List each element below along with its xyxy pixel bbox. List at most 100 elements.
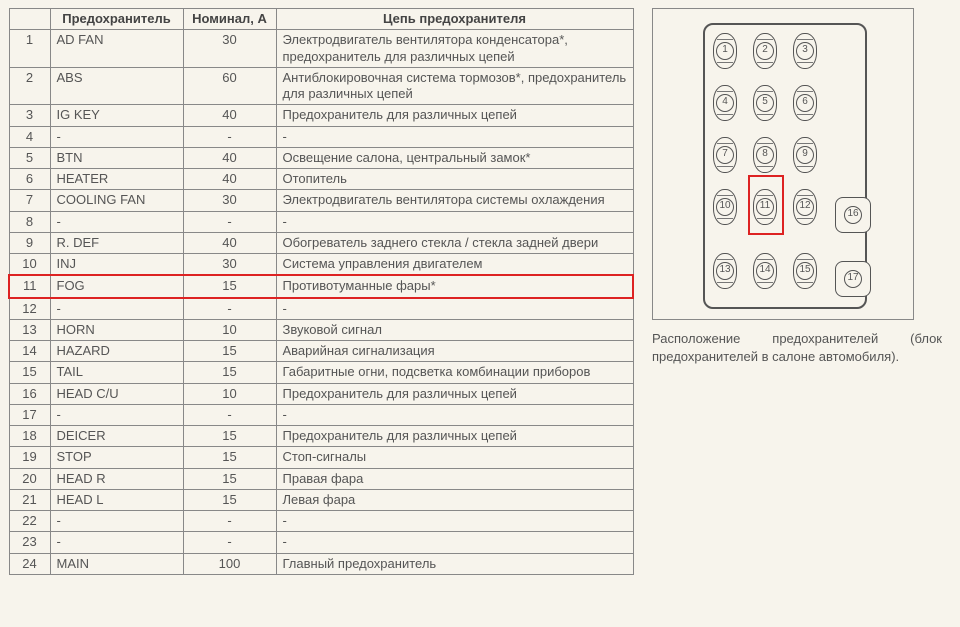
- fuse-number: 13: [716, 262, 734, 280]
- cell-circuit: Система управления двигателем: [276, 254, 633, 276]
- cell-circuit: Габаритные огни, подсветка комбинации пр…: [276, 362, 633, 383]
- table-row: 3IG KEY40Предохранитель для различных це…: [9, 105, 633, 126]
- fuse-slot-17: 17: [835, 261, 871, 297]
- cell-n: 17: [9, 404, 50, 425]
- table-row: 2ABS60Антиблокировочная система тормозов…: [9, 67, 633, 105]
- fuse-number: 14: [756, 262, 774, 280]
- fuse-number: 12: [796, 198, 814, 216]
- cell-n: 9: [9, 232, 50, 253]
- cell-label: AD FAN: [50, 30, 183, 68]
- cell-circuit: Отопитель: [276, 169, 633, 190]
- cell-rating: -: [183, 211, 276, 232]
- cell-circuit: Обогреватель заднего стекла / стекла зад…: [276, 232, 633, 253]
- fuse-number: 10: [716, 198, 734, 216]
- table-row: 22---: [9, 511, 633, 532]
- fuse-slot-3: 3: [793, 33, 817, 69]
- cell-n: 12: [9, 298, 50, 320]
- cell-circuit: -: [276, 126, 633, 147]
- fuse-number: 8: [756, 146, 774, 164]
- cell-label: R. DEF: [50, 232, 183, 253]
- fuse-slot-11: 11: [753, 189, 777, 225]
- cell-n: 23: [9, 532, 50, 553]
- cell-label: BTN: [50, 147, 183, 168]
- table-row: 9R. DEF40Обогреватель заднего стекла / с…: [9, 232, 633, 253]
- cell-circuit: Левая фара: [276, 489, 633, 510]
- cell-label: -: [50, 511, 183, 532]
- cell-circuit: Освещение салона, центральный замок*: [276, 147, 633, 168]
- cell-label: -: [50, 298, 183, 320]
- cell-rating: 15: [183, 447, 276, 468]
- cell-rating: 15: [183, 341, 276, 362]
- table-row: 12---: [9, 298, 633, 320]
- fuse-table-container: Предохранитель Номинал, А Цепь предохран…: [8, 8, 634, 575]
- cell-rating: 15: [183, 275, 276, 297]
- cell-label: HEATER: [50, 169, 183, 190]
- fuse-number: 16: [844, 206, 862, 224]
- cell-circuit: Звуковой сигнал: [276, 319, 633, 340]
- cell-n: 5: [9, 147, 50, 168]
- table-row: 10INJ30Система управления двигателем: [9, 254, 633, 276]
- fuse-number: 3: [796, 42, 814, 60]
- cell-label: COOLING FAN: [50, 190, 183, 211]
- fuse-number: 17: [844, 270, 862, 288]
- cell-n: 2: [9, 67, 50, 105]
- cell-n: 15: [9, 362, 50, 383]
- cell-n: 18: [9, 426, 50, 447]
- fuse-slot-13: 13: [713, 253, 737, 289]
- table-row: 20HEAD R15Правая фара: [9, 468, 633, 489]
- fuse-slot-15: 15: [793, 253, 817, 289]
- cell-rating: 15: [183, 489, 276, 510]
- cell-n: 8: [9, 211, 50, 232]
- cell-circuit: Антиблокировочная система тормозов*, пре…: [276, 67, 633, 105]
- cell-n: 20: [9, 468, 50, 489]
- table-row: 8---: [9, 211, 633, 232]
- cell-label: HEAD L: [50, 489, 183, 510]
- cell-label: -: [50, 532, 183, 553]
- cell-n: 11: [9, 275, 50, 297]
- cell-label: TAIL: [50, 362, 183, 383]
- table-row: 18DEICER15Предохранитель для различных ц…: [9, 426, 633, 447]
- cell-n: 6: [9, 169, 50, 190]
- cell-rating: -: [183, 126, 276, 147]
- cell-n: 7: [9, 190, 50, 211]
- table-row: 23---: [9, 532, 633, 553]
- cell-circuit: Предохранитель для различных цепей: [276, 105, 633, 126]
- fuse-slot-1: 1: [713, 33, 737, 69]
- cell-circuit: Главный предохранитель: [276, 553, 633, 574]
- cell-n: 3: [9, 105, 50, 126]
- cell-n: 21: [9, 489, 50, 510]
- cell-rating: -: [183, 532, 276, 553]
- cell-label: ABS: [50, 67, 183, 105]
- cell-rating: -: [183, 404, 276, 425]
- fuse-slot-12: 12: [793, 189, 817, 225]
- cell-n: 13: [9, 319, 50, 340]
- table-row: 17---: [9, 404, 633, 425]
- fuse-number: 5: [756, 94, 774, 112]
- cell-circuit: -: [276, 532, 633, 553]
- table-row: 19STOP15Стоп-сигналы: [9, 447, 633, 468]
- cell-circuit: Стоп-сигналы: [276, 447, 633, 468]
- fuse-slot-8: 8: [753, 137, 777, 173]
- fuse-number: 2: [756, 42, 774, 60]
- fuse-number: 9: [796, 146, 814, 164]
- cell-circuit: Аварийная сигнализация: [276, 341, 633, 362]
- cell-circuit: -: [276, 404, 633, 425]
- fuse-slot-14: 14: [753, 253, 777, 289]
- header-label: Предохранитель: [50, 9, 183, 30]
- cell-label: DEICER: [50, 426, 183, 447]
- diagram-caption: Расположение предохранителей (блок предо…: [652, 330, 942, 365]
- cell-label: -: [50, 404, 183, 425]
- fuse-number: 15: [796, 262, 814, 280]
- cell-rating: 100: [183, 553, 276, 574]
- cell-n: 4: [9, 126, 50, 147]
- cell-rating: -: [183, 511, 276, 532]
- table-row: 24MAIN100Главный предохранитель: [9, 553, 633, 574]
- fuse-slot-4: 4: [713, 85, 737, 121]
- table-row: 4---: [9, 126, 633, 147]
- cell-n: 14: [9, 341, 50, 362]
- cell-circuit: -: [276, 511, 633, 532]
- cell-rating: 40: [183, 169, 276, 190]
- fuse-slot-9: 9: [793, 137, 817, 173]
- cell-label: HORN: [50, 319, 183, 340]
- fuse-slot-5: 5: [753, 85, 777, 121]
